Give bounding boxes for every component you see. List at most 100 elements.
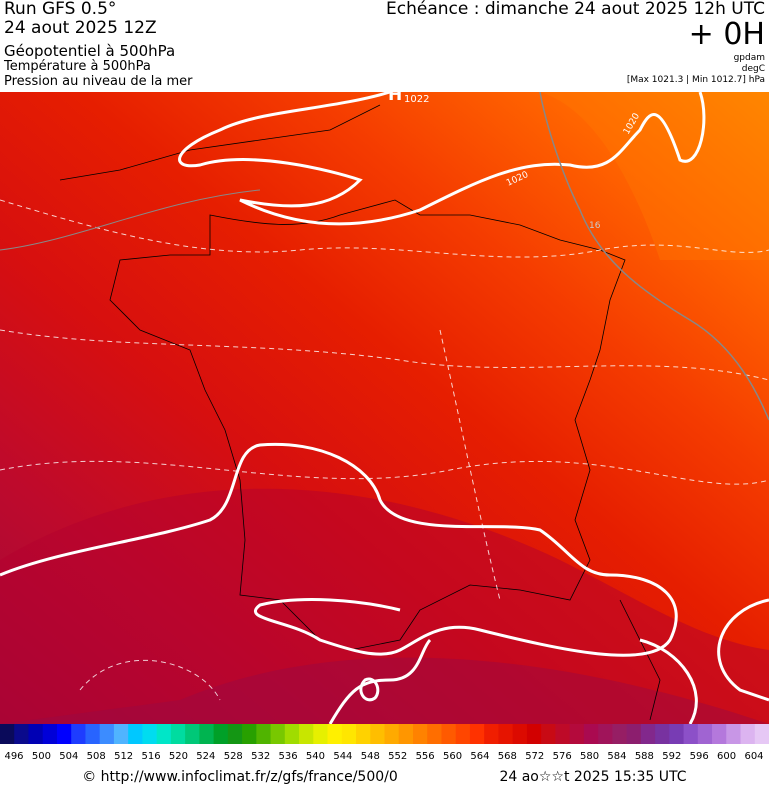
legend-tick-label: 520 — [169, 751, 188, 762]
legend-tick-label: 568 — [498, 751, 517, 762]
color-swatch — [341, 724, 357, 744]
color-swatch — [541, 724, 556, 744]
field: Température à 500hPa — [3, 59, 151, 74]
color-swatch — [185, 724, 200, 744]
legend-tick-label: 496 — [4, 751, 23, 762]
legend-tick-label: 596 — [690, 751, 709, 762]
color-swatch — [384, 724, 400, 744]
legend-tick-label: 524 — [196, 751, 215, 762]
legend-tick-label: 508 — [87, 751, 106, 762]
color-swatch — [726, 724, 742, 744]
color-swatch — [655, 724, 670, 744]
color-swatch — [313, 724, 329, 744]
color-swatch — [712, 724, 727, 744]
color-swatch — [327, 724, 343, 744]
color-swatch — [640, 724, 656, 744]
contour — [0, 189, 261, 251]
borders — [59, 104, 661, 721]
color-swatch — [284, 724, 300, 744]
color-swatch — [213, 724, 229, 744]
color-swatch — [626, 724, 642, 744]
legend-tick-label: 584 — [607, 751, 626, 762]
color-swatch — [199, 724, 215, 744]
legend-tick-label: 528 — [224, 751, 243, 762]
footer-url: © http://www.infoclimat.fr/z/gfs/france/… — [82, 769, 398, 785]
color-swatch — [242, 724, 257, 744]
legend-tick-label: 532 — [251, 751, 270, 762]
high-value: 1022 — [404, 94, 429, 105]
color-swatch — [398, 724, 414, 744]
legend-tick-label: 564 — [470, 751, 489, 762]
field: Géopotentiel à 500hPa — [4, 42, 175, 60]
legend-tick-label: 544 — [333, 751, 352, 762]
legend-tick-label: 588 — [635, 751, 654, 762]
color-swatch — [412, 724, 428, 744]
high-marker: H — [388, 85, 402, 105]
unit: gpdam — [734, 53, 765, 63]
color-swatch — [441, 724, 457, 744]
run: 24 aout 2025 12Z — [4, 18, 157, 38]
title: Run GFS 0.5° — [4, 0, 116, 19]
color-swatch — [697, 724, 713, 744]
legend-tick-label: 592 — [662, 751, 681, 762]
color-swatch — [170, 724, 186, 744]
color-legend: 496 500 504 508 512 516 520 524 528 532 536 540 544 5… — [0, 724, 769, 762]
color-swatch — [740, 724, 756, 744]
color-swatch — [569, 724, 585, 744]
color-swatch — [142, 724, 158, 744]
legend-tick-label: 540 — [306, 751, 325, 762]
color-swatch — [42, 724, 58, 744]
color-swatch — [455, 724, 471, 744]
field-band — [0, 657, 769, 724]
legend-tick-label: 560 — [443, 751, 462, 762]
legend-tick-label: 576 — [553, 751, 572, 762]
color-swatch — [498, 724, 514, 744]
color-swatch — [669, 724, 685, 744]
color-swatch — [469, 724, 485, 744]
legend-tick-label: 536 — [279, 751, 298, 762]
color-swatch — [583, 724, 599, 744]
isotherm-label: 16 — [589, 221, 601, 231]
color-swatch — [270, 724, 286, 744]
color-swatch — [526, 724, 542, 744]
color-swatch — [99, 724, 115, 744]
legend-tick-label: 552 — [388, 751, 407, 762]
legend-tick-label: 516 — [141, 751, 160, 762]
legend-tick-label: 600 — [717, 751, 736, 762]
valid-time: Echéance : dimanche 24 aout 2025 12h UTC — [386, 0, 765, 19]
legend-tick-label: 604 — [744, 751, 763, 762]
legend-tick-label: 512 — [114, 751, 133, 762]
footer-date: 24 ao☆☆t 2025 15:35 UTC — [499, 769, 686, 785]
field: Pression au niveau de la mer — [4, 74, 193, 89]
color-swatch — [612, 724, 628, 744]
color-swatch — [14, 724, 29, 744]
color-swatch — [227, 724, 243, 744]
isobars — [0, 92, 769, 724]
map: H 1022 1020 1020 16 — [0, 85, 769, 724]
color-swatch — [0, 724, 15, 744]
color-swatch — [598, 724, 613, 744]
field-band — [540, 92, 769, 260]
legend-tick-label: 504 — [59, 751, 78, 762]
contour — [539, 92, 769, 421]
color-swatch — [683, 724, 699, 744]
color-swatch — [427, 724, 442, 744]
color-swatch — [71, 724, 86, 744]
isotherms — [0, 199, 769, 701]
color-swatch — [484, 724, 499, 744]
color-swatch — [256, 724, 272, 744]
legend-tick-label: 572 — [525, 751, 544, 762]
legend-tick-label: 500 — [32, 751, 51, 762]
color-swatch — [299, 724, 314, 744]
color-swatch — [754, 724, 769, 744]
legend-tick-label: 580 — [580, 751, 599, 762]
color-swatch — [555, 724, 571, 744]
color-swatch — [113, 724, 129, 744]
color-swatch — [128, 724, 143, 744]
color-swatch — [156, 724, 172, 744]
legend-tick-label: 556 — [416, 751, 435, 762]
color-swatch — [356, 724, 371, 744]
unit: degC — [742, 64, 765, 74]
lead-time: + 0H — [689, 17, 765, 52]
